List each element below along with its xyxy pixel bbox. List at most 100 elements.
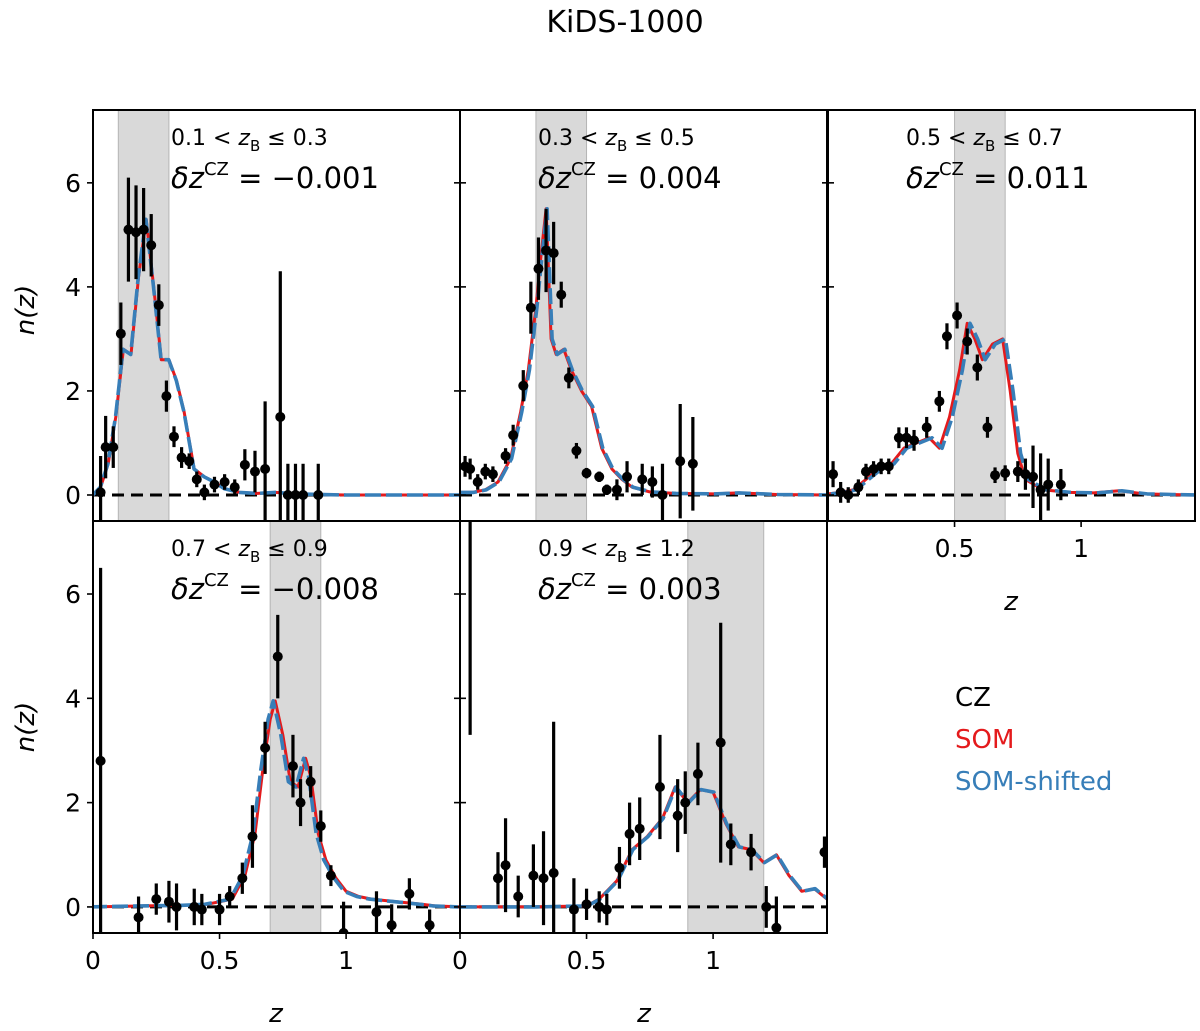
cz-point-bin4 xyxy=(214,904,225,915)
cz-point-bin2 xyxy=(500,450,511,461)
cz-point-bin1 xyxy=(123,224,134,235)
cz-point-bin2 xyxy=(487,469,498,480)
range-label-bin1: 0.1 < zB ≤ 0.3 xyxy=(171,126,328,155)
cz-point-bin5 xyxy=(465,511,475,521)
cz-point-bin5 xyxy=(581,899,592,910)
delta-label-bin1: δzCZ = −0.001 xyxy=(171,159,379,195)
ylabel-top: n(z) xyxy=(11,285,41,335)
x-tick-label: 0.5 xyxy=(567,946,607,975)
cz-point-bin2 xyxy=(647,476,658,487)
cz-point-bin1 xyxy=(108,442,119,453)
cz-point-bin5 xyxy=(538,873,549,884)
range-label-bin5: 0.9 < zB ≤ 1.2 xyxy=(538,537,695,566)
y-tick-label: 2 xyxy=(65,377,81,406)
cz-point-bin1 xyxy=(100,442,111,453)
cz-point-bin1 xyxy=(191,474,202,485)
range-label-bin4: 0.7 < zB ≤ 0.9 xyxy=(171,537,328,566)
panel-bin2: 0.3 < zB ≤ 0.5 δzCZ = 0.004 xyxy=(454,109,828,522)
bin-band-bin1 xyxy=(117,110,170,521)
cz-point-bin5 xyxy=(672,810,683,821)
cz-point-bin2 xyxy=(622,471,633,482)
cz-point-bin1 xyxy=(199,487,210,498)
cz-point-bin4 xyxy=(171,901,182,912)
cz-point-bin2 xyxy=(581,468,592,479)
cz-point-bin3 xyxy=(1000,468,1011,479)
cz-point-bin2 xyxy=(556,289,567,300)
cz-point-bin4 xyxy=(151,894,162,905)
y-tick-label: 0 xyxy=(65,481,81,510)
plot-area-bin4 xyxy=(93,521,460,933)
som-shifted-line-bin4 xyxy=(93,699,459,909)
xlabel-bin4: z xyxy=(268,999,284,1029)
panel-bin5: 0 0.5 1 0.9 < zB ≤ 1.2 δzCZ = 0.003 xyxy=(452,511,828,975)
cz-point-bin3 xyxy=(828,469,839,480)
cz-point-bin1 xyxy=(95,487,106,498)
cz-point-bin3 xyxy=(860,466,871,477)
cz-point-bin1 xyxy=(260,463,271,474)
cz-point-bin4 xyxy=(325,870,336,881)
legend-entry-som-shifted: SOM-shifted xyxy=(955,767,1112,797)
delta-label-bin4: δzCZ = −0.008 xyxy=(171,570,379,606)
range-label-bin2: 0.3 < zB ≤ 0.5 xyxy=(538,126,695,155)
cz-point-bin3 xyxy=(901,432,912,443)
cz-point-bin4 xyxy=(386,920,397,931)
cz-point-bin5 xyxy=(771,922,782,933)
range-label-bin3: 0.5 < zB ≤ 0.7 xyxy=(906,126,1063,155)
cz-point-bin4 xyxy=(95,755,106,766)
cz-point-bin1 xyxy=(184,456,195,467)
cz-point-bin2 xyxy=(563,372,574,383)
panel-frame-bin3 xyxy=(827,109,1196,522)
cz-point-bin5 xyxy=(725,839,736,850)
panel-bin3: 0.5 1 0.5 < zB ≤ 0.7 δzCZ = 0.011 xyxy=(822,109,1196,563)
cz-point-bin5 xyxy=(761,901,772,912)
cz-point-bin2 xyxy=(611,484,622,495)
plot-area-bin5 xyxy=(460,511,827,933)
cz-point-bin2 xyxy=(525,302,536,313)
y-tick-label: 0 xyxy=(65,893,81,922)
cz-point-bin1 xyxy=(161,391,172,402)
figure-title: KiDS-1000 xyxy=(546,5,703,40)
cz-point-bin4 xyxy=(247,831,258,842)
cz-point-bin4 xyxy=(305,776,316,787)
cz-point-bin5 xyxy=(500,860,511,871)
x-tick-label: 0 xyxy=(85,946,101,975)
cz-point-bin5 xyxy=(654,781,665,792)
cz-point-bin5 xyxy=(746,847,757,858)
cz-point-bin3 xyxy=(982,422,993,433)
cz-point-bin3 xyxy=(909,435,920,446)
cz-point-bin1 xyxy=(275,411,286,422)
cz-point-bin2 xyxy=(541,245,552,256)
cz-point-bin2 xyxy=(601,484,612,495)
cz-point-bin5 xyxy=(614,862,625,873)
cz-point-bin1 xyxy=(138,224,149,235)
cz-point-bin3 xyxy=(835,487,846,498)
cz-point-bin2 xyxy=(480,466,491,477)
cz-point-bin1 xyxy=(298,489,309,500)
cz-point-bin5 xyxy=(568,904,579,915)
cz-point-bin5 xyxy=(601,904,612,915)
plot-area-bin2 xyxy=(460,110,827,521)
cz-point-bin3 xyxy=(934,396,945,407)
delta-label-bin3: δzCZ = 0.011 xyxy=(906,159,1090,195)
cz-point-bin2 xyxy=(675,456,686,467)
bin-band-bin3 xyxy=(954,110,1006,521)
cz-point-bin2 xyxy=(687,458,698,469)
cz-point-bin2 xyxy=(472,476,483,487)
cz-point-bin3 xyxy=(868,463,879,474)
cz-point-bin3 xyxy=(990,470,1001,481)
cz-point-bin3 xyxy=(843,489,854,500)
cz-point-bin2 xyxy=(533,263,544,274)
plot-area-bin1 xyxy=(93,110,460,521)
som-shifted-line-bin2 xyxy=(461,207,827,497)
cz-point-bin3 xyxy=(1028,471,1039,482)
xlabel-bin5: z xyxy=(636,999,652,1029)
cz-point-bin3 xyxy=(876,461,887,472)
plot-area-bin3 xyxy=(828,110,1195,521)
y-tick-label: 4 xyxy=(65,684,81,713)
cz-point-bin1 xyxy=(176,452,187,463)
cz-point-bin5 xyxy=(528,870,539,881)
cz-point-bin3 xyxy=(1035,484,1046,495)
legend: CZ SOM SOM-shifted xyxy=(955,683,1112,797)
cz-point-bin1 xyxy=(131,227,142,238)
